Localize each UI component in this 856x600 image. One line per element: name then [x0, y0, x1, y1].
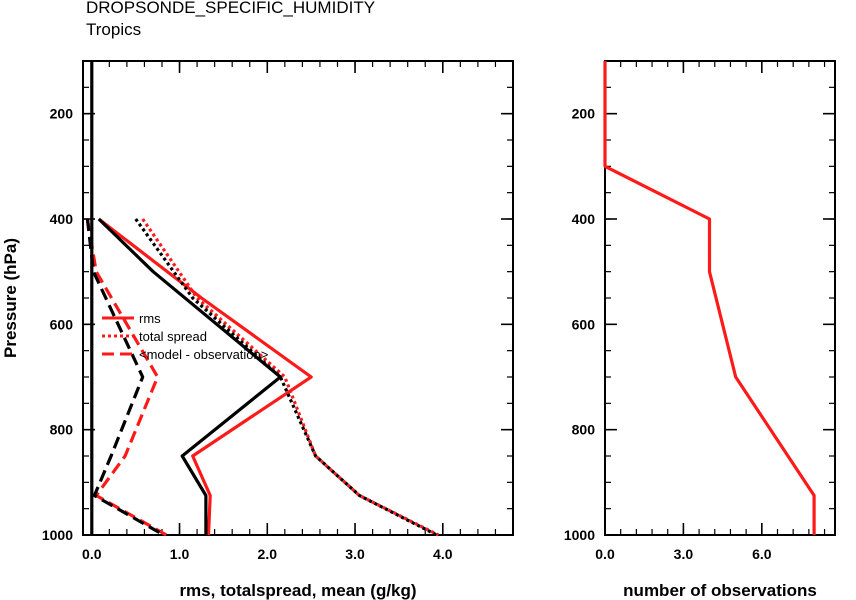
right-x-axis-title: number of observations	[623, 581, 817, 600]
left-y-tick-label: 200	[50, 106, 74, 122]
left-series-red-dotted-line	[141, 218, 440, 537]
left-series-black-dashed-line	[85, 218, 165, 537]
left-y-tick-label: 600	[50, 316, 74, 332]
left-series-black-dotted-line	[134, 218, 438, 537]
right-y-tick-label: 600	[572, 316, 596, 332]
left-x-tick-label: 1.0	[170, 546, 190, 562]
right-x-tick-label: 0.0	[595, 546, 615, 562]
left-x-tick-label: 3.0	[345, 546, 365, 562]
left-x-axis-title: rms, totalspread, mean (g/kg)	[179, 581, 416, 600]
right-y-tick-label: 800	[572, 422, 596, 438]
left-series-red-solid-line	[97, 217, 313, 536]
left-series-red-dashed-line	[85, 218, 168, 537]
left-legend-label: <model - observation>	[139, 347, 268, 362]
right-y-tick-label: 200	[572, 106, 596, 122]
left-legend-label: total spread	[139, 329, 207, 344]
right-x-tick-label: 3.0	[674, 546, 694, 562]
right-y-tick-label: 1000	[564, 527, 595, 543]
left-legend-label: rms	[139, 311, 161, 326]
left-x-tick-label: 4.0	[433, 546, 453, 562]
left-x-tick-label: 2.0	[258, 546, 278, 562]
chart-subtitle: Tropics	[86, 20, 142, 39]
left-y-tick-label: 400	[50, 211, 74, 227]
chart-title: DROPSONDE_SPECIFIC_HUMIDITY	[86, 0, 376, 17]
right-y-tick-label: 400	[572, 211, 596, 227]
left-x-tick-label: 0.0	[82, 546, 102, 562]
left-panel: 200 400 600 800 1000 0.0 1.0 2.0 3.0 4.0 rms, tota…	[1, 60, 514, 600]
left-series-black-solid-line	[97, 217, 282, 535]
left-y-tick-label: 1000	[42, 527, 73, 543]
left-frame	[82, 60, 514, 536]
left-y-axis-title: Pressure (hPa)	[1, 238, 20, 358]
right-frame	[604, 60, 836, 536]
right-series-red-solid-line	[603, 61, 816, 535]
left-y-tick-label: 800	[50, 422, 74, 438]
right-x-tick-label: 6.0	[752, 546, 772, 562]
